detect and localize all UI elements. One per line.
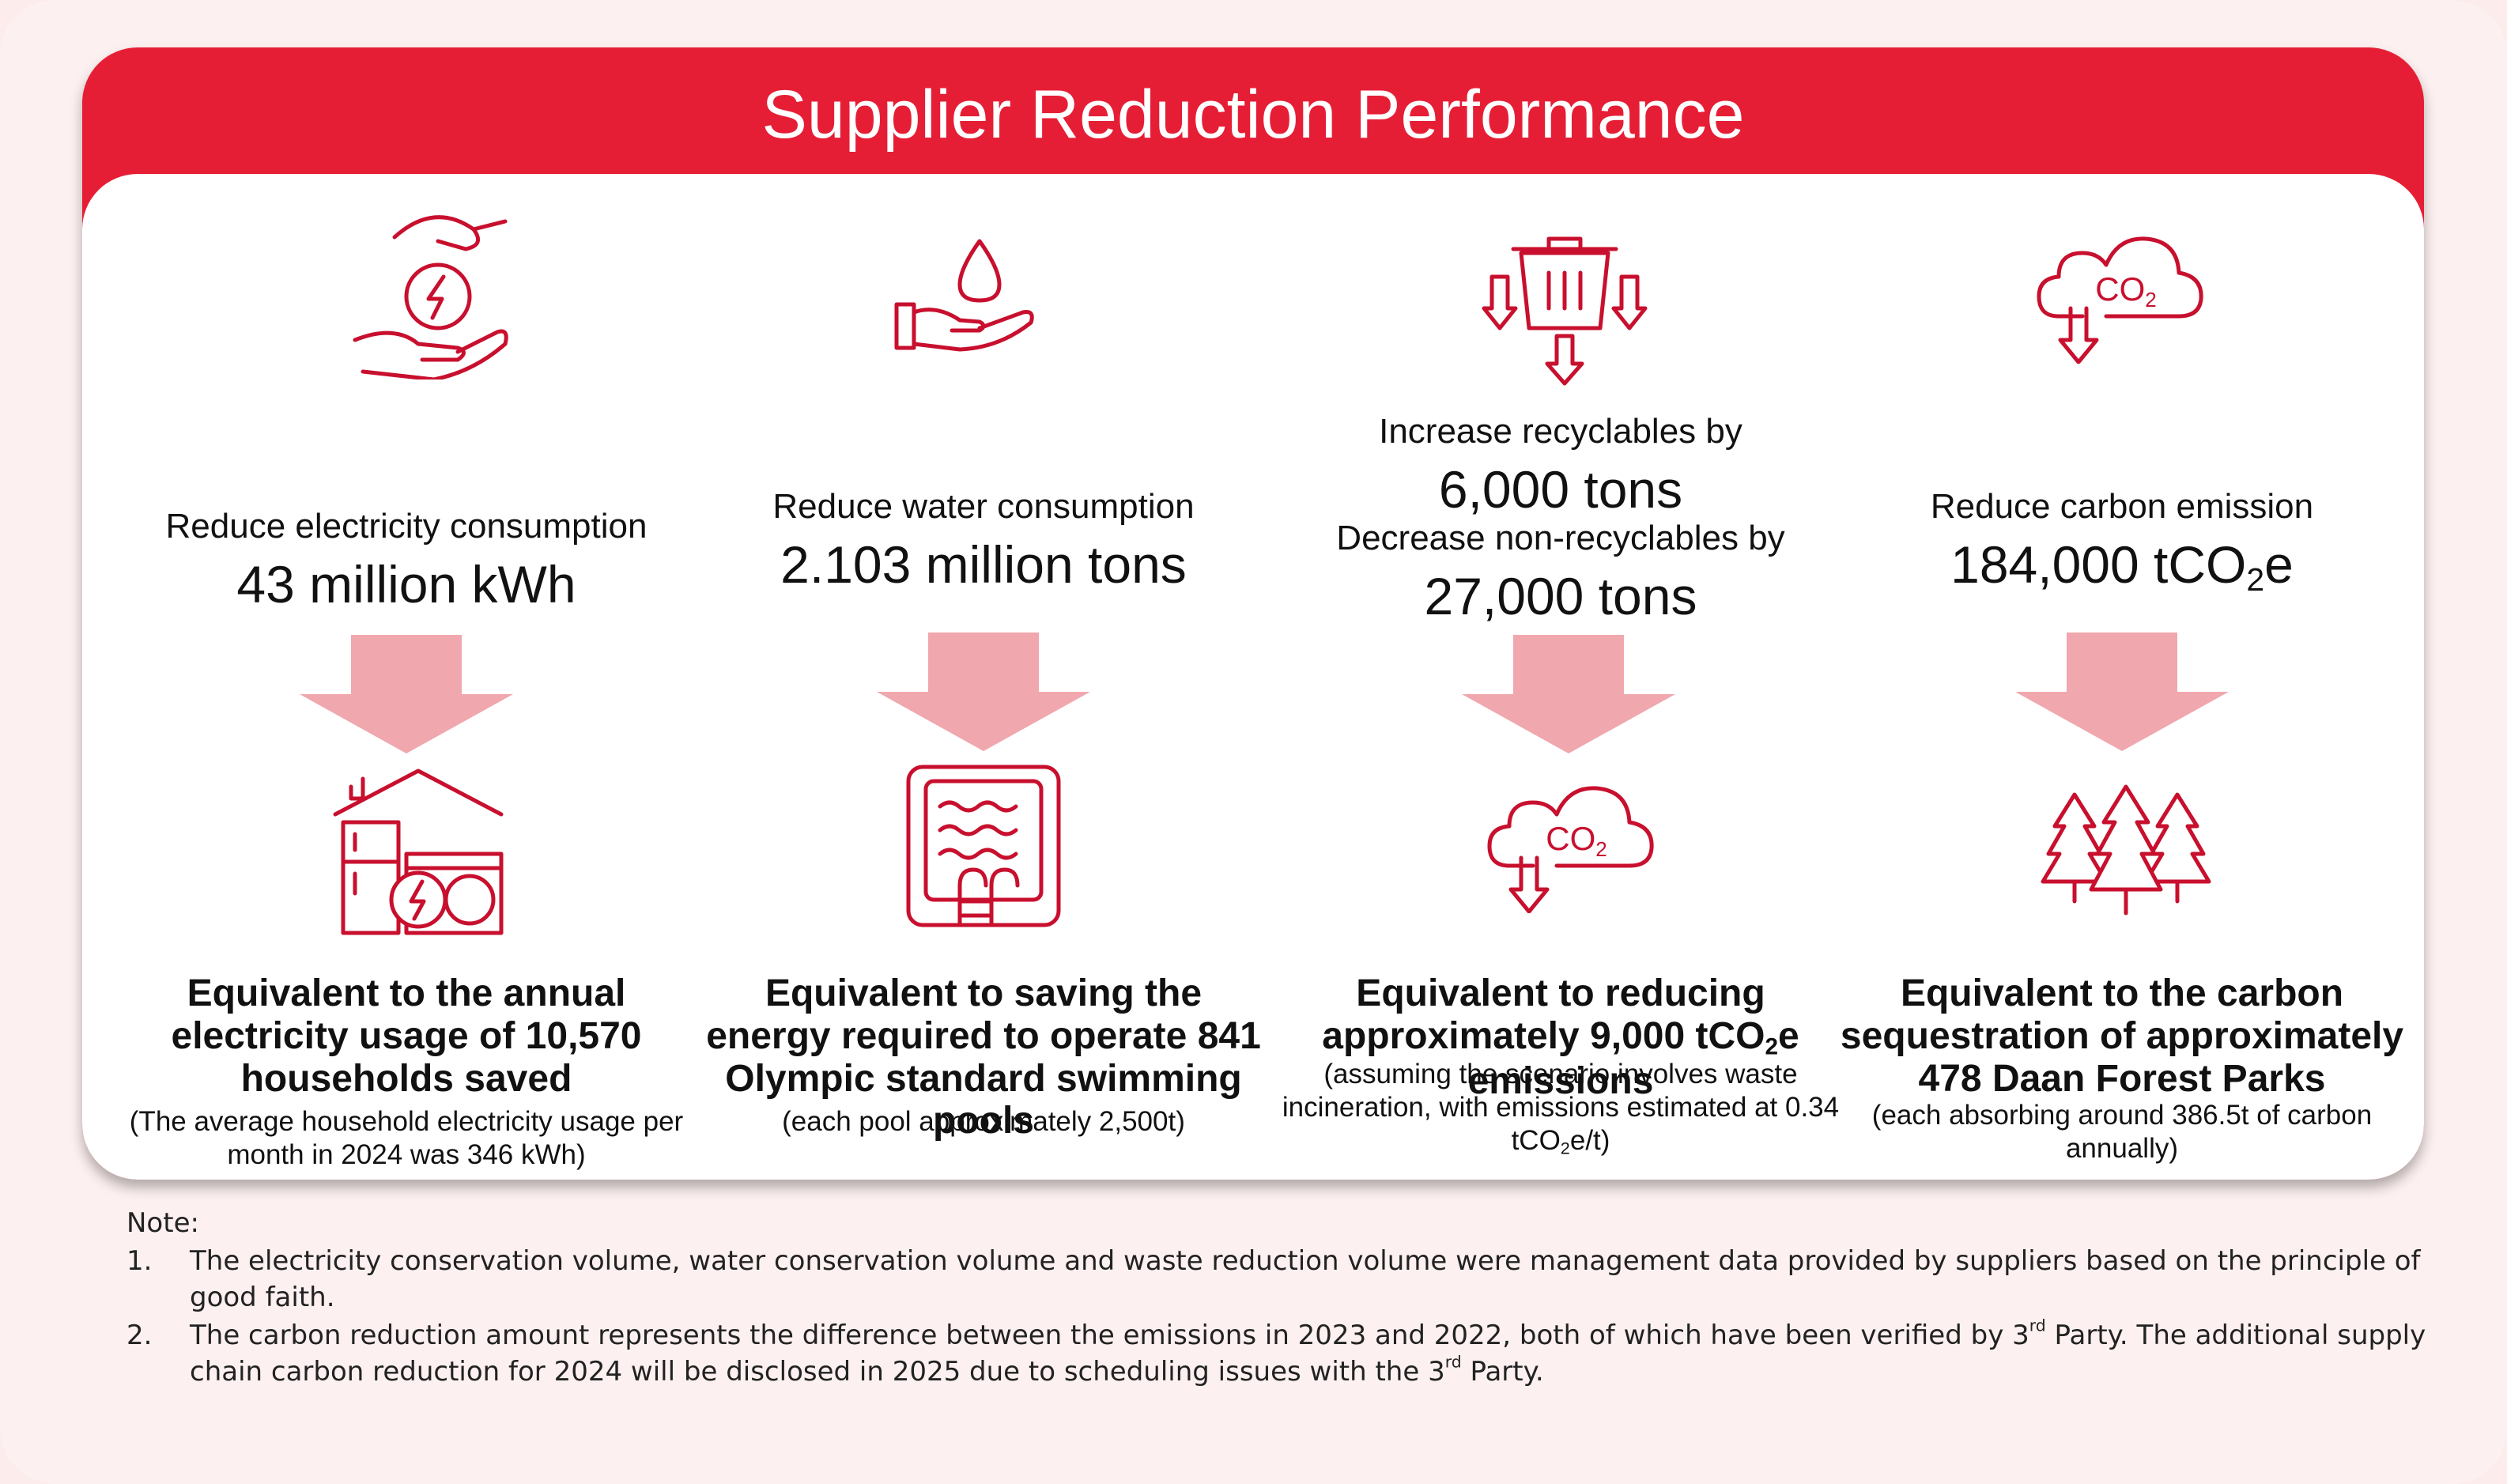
reduce-value: 6,000 tons [1438,460,1683,519]
value-pre: 184,000 tCO [1950,535,2247,594]
notes-section: Note: 1. The electricity conservation vo… [126,1206,2467,1390]
reduce-label: Reduce carbon emission [1930,487,2314,526]
down-arrow-icon [300,635,513,753]
co2-subscript: 2 [2145,288,2156,312]
down-arrow-icon [877,632,1090,751]
reduce-value: 184,000 tCO2e [1837,534,2407,599]
note-sup: rd [2029,1316,2046,1335]
column-water: Reduce water consumption 2.103 million t… [699,174,1268,1180]
note-sub: 2 [1560,1138,1570,1158]
equivalent-sub: 2 [1765,1033,1779,1060]
reduce-label: Reduce water consumption [772,487,1195,526]
swimming-pool-icon [906,765,1061,927]
column-waste: Increase recyclables by 6,000 tons Decre… [1276,174,1845,1180]
down-arrow-icon [1462,635,1675,753]
equivalent-note: (The average household electricity usage… [129,1106,684,1170]
co2-text: CO2 [2095,270,2156,312]
equivalent-note: (assuming the scenario involves waste in… [1276,1058,1845,1158]
co2-text: CO2 [1546,820,1607,861]
reduce-label-2: Decrease non-recyclables by [1336,519,1785,557]
hands-electricity-icon [353,215,508,379]
reduce-label: Reduce electricity consumption [165,507,648,546]
card-title: Supplier Reduction Performance [761,77,1745,153]
column-electricity: Reduce electricity consumption 43 millio… [122,174,691,1180]
pine-trees-icon [2041,784,2211,916]
note-sup-2: rd [1444,1352,1462,1372]
hand-water-drop-icon [894,239,1034,352]
value-sub: 2 [2246,561,2265,599]
performance-card: Supplier Reduction Performance Reduce el… [82,47,2424,1180]
note-pre: (assuming the scenario involves waste in… [1282,1059,1840,1156]
equivalent-text: Equivalent to reducing approximately 9,0… [1276,972,1845,1102]
card-content: Reduce electricity consumption 43 millio… [82,174,2424,1180]
co2-main: CO [1546,820,1595,857]
equivalent-text: Equivalent to saving the energy required… [706,972,1261,1142]
down-arrow-icon [2015,632,2229,751]
equivalent-note: (each pool approximately 2,500t) [782,1106,1185,1137]
note-item: 1. The electricity conservation volume, … [126,1244,2467,1316]
co2-subscript: 2 [1595,837,1607,861]
note-text-pre: The carbon reduction amount represents t… [190,1319,2029,1351]
co2-main: CO [2095,270,2145,308]
note-item: 2. The carbon reduction amount represent… [126,1316,2467,1391]
equivalent-text: Equivalent to the annual electricity usa… [171,972,642,1100]
note-post: e/t) [1569,1125,1610,1156]
reduce-value-2: 27,000 tons [1424,567,1697,625]
note-number: 1. [126,1244,153,1277]
trash-can-arrows-icon [1482,236,1648,386]
column-carbon: CO2 Reduce carbon emission 184,000 tCO2e… [1837,174,2407,1180]
reduce-label: Increase recyclables by [1379,412,1742,451]
note-number: 2. [126,1319,153,1351]
equivalent-post: e emissions [1467,1014,1799,1102]
notes-heading: Note: [126,1207,199,1239]
co2-cloud-down-icon: CO2 [2037,236,2203,364]
note-text-mid: Party. The additional supply chain carbo… [190,1319,2426,1388]
equivalent-pre: Equivalent to reducing approximately 9,0… [1322,972,1765,1057]
reduce-value: 43 million kWh [236,555,576,614]
reduce-value: 2.103 million tons [780,535,1187,594]
note-text-post: Party. [1461,1355,1544,1388]
co2-cloud-down-icon: CO2 [1487,786,1654,913]
value-post: e [2264,535,2294,594]
note-text: The electricity conservation volume, wat… [190,1244,2421,1313]
equivalent-text: Equivalent to the carbon sequestration o… [1840,972,2404,1100]
equivalent-note: (each absorbing around 386.5t of carbon … [1871,1100,2373,1164]
house-appliances-icon [333,768,504,935]
